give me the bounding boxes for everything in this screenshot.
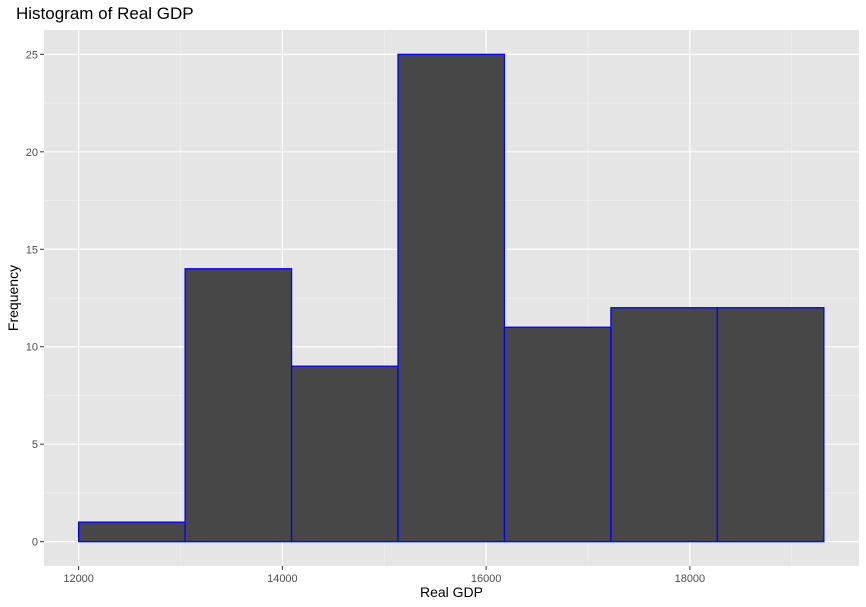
y-tick-label: 0 (32, 537, 38, 549)
histogram-bar-6 (610, 307, 719, 543)
histogram-bar-3 (290, 365, 399, 543)
histogram-bar-1 (77, 521, 186, 543)
histogram-bar-4 (397, 53, 506, 543)
y-axis: 0 5 10 15 20 25 (26, 49, 44, 549)
x-tick-label: 12000 (63, 573, 94, 585)
y-tick-label: 10 (26, 342, 38, 354)
x-tick-label: 16000 (471, 573, 502, 585)
x-axis: 12000 14000 16000 18000 (63, 566, 705, 585)
histogram-bar-5 (503, 326, 612, 543)
x-tick-label: 18000 (675, 573, 706, 585)
y-axis-title: Frequency (5, 265, 21, 331)
x-axis-title: Real GDP (420, 584, 483, 600)
histogram-bar-2 (184, 268, 293, 543)
y-tick-label: 5 (32, 439, 38, 451)
histogram-bars (77, 53, 825, 543)
y-tick-label: 15 (26, 244, 38, 256)
histogram-bar-7 (716, 307, 825, 543)
x-tick-label: 14000 (267, 573, 298, 585)
y-tick-label: 25 (26, 49, 38, 61)
chart-title: Histogram of Real GDP (16, 4, 194, 23)
y-tick-label: 20 (26, 147, 38, 159)
